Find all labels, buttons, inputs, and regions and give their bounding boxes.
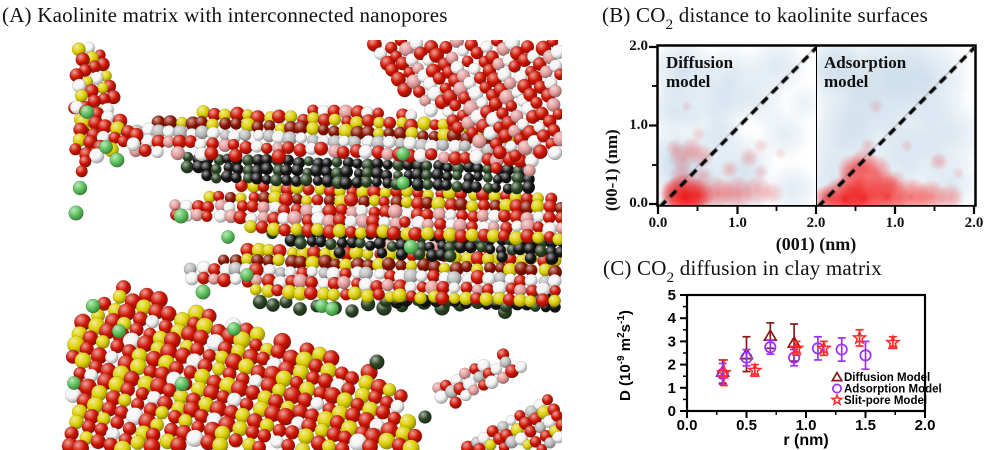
panel-b-y-tick: 1.0 (629, 116, 648, 133)
svg-text:4: 4 (668, 310, 677, 327)
panel-a-molecular-scene (30, 33, 569, 450)
panel-b-y-tick: 2.0 (629, 38, 648, 54)
panel-b-x-tick: 1.0 (728, 215, 747, 231)
svg-text:2: 2 (668, 357, 676, 374)
panel-c-title: (C) CO2 diffusion in clay matrix (603, 256, 882, 287)
svg-text:0: 0 (668, 403, 676, 420)
panel-b-figure: (00-1) (nm) Diffusion model Adsorption m… (600, 35, 1000, 265)
panel-b-x-tick: 2.0 (964, 215, 984, 231)
heatmap-diffusion (659, 47, 816, 205)
panel-b-x-tick: 0.0 (648, 215, 668, 231)
panel-b-axes (649, 44, 977, 214)
panel-a-title: (A) Kaolinite matrix with interconnected… (2, 3, 448, 27)
svg-text:5: 5 (668, 287, 676, 304)
panel-c-figure: 0.0 0.5 1.0 1.5 2.0 0 1 2 3 4 5 r (nm) D (10-9 m2s-1… (600, 283, 1000, 450)
legend-entry: Diffusion Model (844, 372, 930, 384)
svg-text:D (10-9 m2s-1): D (10-9 m2s-1) (616, 310, 634, 401)
panel-b-y-tick: 0.0 (629, 195, 648, 211)
svg-text:r (nm): r (nm) (783, 432, 828, 449)
legend-entry: Slit-pore Model (844, 395, 927, 407)
svg-text:1.0: 1.0 (796, 417, 817, 434)
heatmap-label-adsorption: Adsorption model (824, 53, 907, 92)
svg-text:0.0: 0.0 (677, 417, 698, 434)
panel-b-title: (B) CO2 distance to kaolinite surfaces (602, 3, 928, 34)
co2-diffusion-chart: 0.0 0.5 1.0 1.5 2.0 0 1 2 3 4 5 r (nm) D (10-9 m2s-1… (616, 287, 942, 449)
legend-entry: Adsorption Model (844, 384, 942, 396)
kaolinite-render (61, 33, 569, 450)
svg-text:0.5: 0.5 (736, 417, 757, 434)
heatmap-adsorption (817, 47, 974, 205)
svg-text:3: 3 (668, 333, 676, 350)
panel-b-x-tick: 1.0 (885, 215, 905, 231)
panel-b-x-tick: 2.0 (806, 215, 826, 231)
svg-text:1: 1 (668, 380, 676, 397)
svg-text:1.5: 1.5 (855, 417, 876, 434)
heatmap-label-diffusion: Diffusion model (666, 53, 734, 92)
svg-text:2.0: 2.0 (915, 417, 936, 434)
panel-b-x-axis-label: (001) (nm) (775, 234, 857, 254)
